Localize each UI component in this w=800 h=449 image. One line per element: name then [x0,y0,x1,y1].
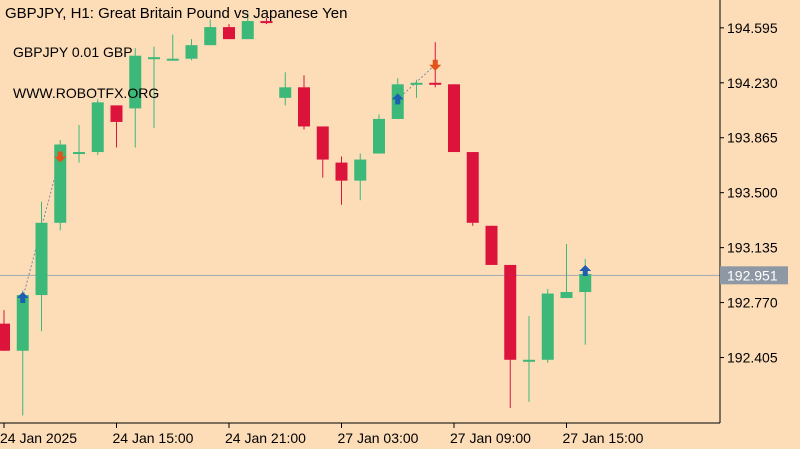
candle [185,39,198,61]
x-tick-label: 27 Jan 15:00 [563,430,644,446]
x-tick-label: 27 Jan 03:00 [338,430,419,446]
x-tick-label: 24 Jan 2025 [0,430,77,446]
candle [560,243,573,299]
candle [373,114,385,154]
current-price-tag: 192.951 [720,266,788,285]
candle-body [129,55,142,109]
candle-body [335,162,348,181]
candle-body [504,264,517,360]
candle [241,12,254,40]
candle [466,152,479,226]
candle [410,79,423,98]
candle-body [91,102,104,153]
candle [110,105,123,148]
candle-body [260,21,273,24]
candle [16,290,29,416]
y-tick-label: 193.135 [727,240,778,256]
candle-body [279,87,292,98]
buy-arrow-icon [16,292,29,304]
y-tick-label: 194.595 [727,20,778,36]
candle [316,126,329,178]
candle-body [241,21,254,40]
candle-body [0,323,10,351]
symbol-lot-label: GBPJPY 0.01 GBP [13,44,133,60]
candle [91,99,104,156]
candle-body [166,58,179,61]
candle [298,75,310,130]
candle-body [410,82,423,85]
candle-body [148,57,160,60]
candle-body [523,359,535,362]
candle [148,46,160,128]
website-label: WWW.ROBOTFX.ORG [13,85,160,101]
candle [279,72,292,106]
candle [335,156,348,205]
buy-arrow-icon [391,93,404,105]
candle [448,84,460,153]
candle-body [373,118,385,154]
candle-body [73,152,85,155]
candle-body [35,222,48,296]
sell-arrow-icon [54,151,67,163]
candle-body [429,82,442,85]
candle-body [204,27,217,46]
current-price-label: 192.951 [727,267,778,283]
current-price-tag-bg [720,266,788,285]
candles [0,12,592,416]
candle [129,48,142,148]
candle [504,264,517,408]
price-axis-ticks: 194.595 194.230 193.865 193.500 193.135 192.7… [720,20,778,366]
candle-body [110,105,123,122]
candle-body [185,45,198,59]
candle-body [466,152,479,223]
y-tick-label: 192.405 [727,350,778,366]
signal-arrows [16,59,592,304]
candle-body [541,293,554,360]
x-tick-label: 24 Jan 21:00 [225,430,306,446]
candle [485,225,498,265]
candle-body [223,27,235,40]
candle-body [354,159,367,181]
chart-title: GBPJPY, H1: Great Britain Pound vs Japan… [5,5,348,22]
y-tick-label: 193.865 [727,130,778,146]
candle-body [16,295,29,351]
candle [523,316,535,402]
x-tick-label: 24 Jan 15:00 [113,430,194,446]
buy-arrow-icon [579,264,592,276]
candle-body [560,292,573,299]
candle-body [579,273,592,293]
candle [204,19,217,46]
candle [0,310,10,351]
y-tick-label: 192.770 [727,295,778,311]
sell-arrow-icon [429,59,442,71]
candle [73,124,85,163]
candle [166,34,179,61]
y-tick-label: 194.230 [727,75,778,91]
candle-body [485,225,498,265]
y-tick-label: 193.500 [727,185,778,201]
x-tick-label: 27 Jan 09:00 [450,430,531,446]
candle-body [54,144,67,223]
time-axis-ticks: 24 Jan 2025 24 Jan 15:00 24 Jan 21:00 27 Ja… [0,423,644,446]
candle [541,289,554,363]
candle [260,18,273,25]
candle-body [316,126,329,160]
candle [354,153,367,201]
candle [35,201,48,332]
candle [223,24,235,40]
candle-body [298,87,310,127]
candle-body [448,84,460,153]
